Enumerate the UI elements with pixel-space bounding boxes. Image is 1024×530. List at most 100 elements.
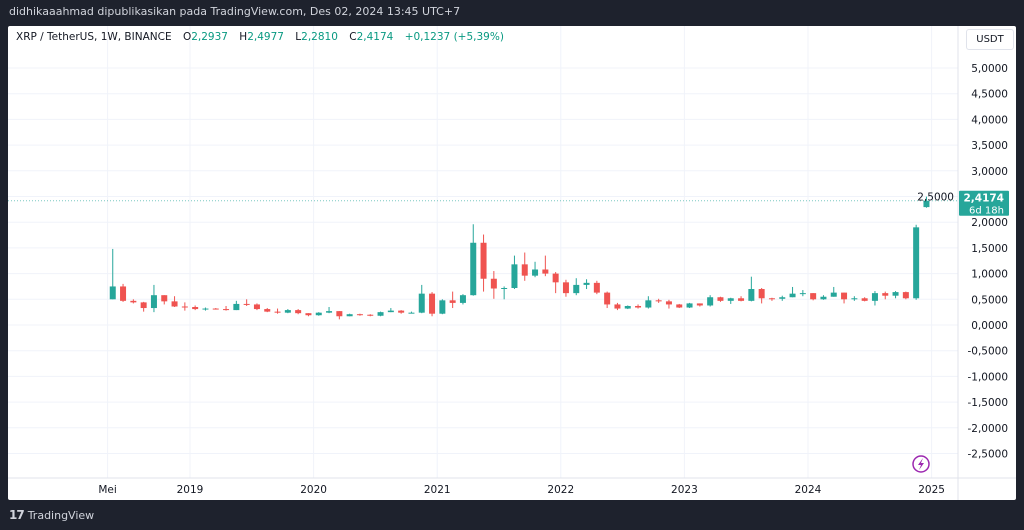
candle-body [851, 298, 858, 300]
x-tick-label: 2024 [795, 484, 822, 496]
candle-body [161, 295, 168, 302]
candle-body [542, 269, 549, 274]
candle-body [717, 297, 724, 301]
candle-body [470, 242, 477, 296]
candle-body [480, 242, 487, 279]
candle-body [109, 286, 116, 300]
candlestick-chart[interactable]: 5,0000 4,5000 4,0000 3,5000 3,0000 2,5000 2,00… [8, 26, 1016, 500]
candle-body [192, 307, 199, 310]
candle-body [274, 311, 281, 313]
candle-body [233, 303, 240, 311]
lightning-glyph [918, 458, 924, 470]
y-tick-label: 2,5000 [917, 192, 954, 204]
candle-body [583, 282, 590, 285]
candle-body [356, 314, 363, 316]
candle-body [150, 295, 157, 309]
candle-body [315, 312, 322, 316]
x-tick-label: 2019 [177, 484, 204, 496]
currency-button[interactable]: USDT [966, 29, 1014, 50]
x-tick-label: 2025 [918, 484, 945, 496]
candle-body [758, 289, 765, 299]
x-tick-label: 2022 [547, 484, 574, 496]
candle-body [305, 313, 312, 316]
y-tick-label: -0,5000 [967, 346, 1008, 358]
candle-body [212, 308, 219, 310]
bar-countdown: 6d 18h [969, 206, 1004, 217]
candle-body [779, 297, 786, 299]
candle-body [398, 310, 405, 313]
x-tick-label: 2020 [300, 484, 327, 496]
candle-body [902, 292, 909, 299]
candle-body [552, 273, 559, 283]
candle-body [768, 298, 775, 300]
candle-body [459, 295, 466, 303]
candle-body [841, 292, 848, 300]
candle-body [181, 306, 188, 308]
high-value: 2,4977 [247, 31, 284, 43]
y-tick-label: 4,5000 [971, 89, 1008, 101]
candle-body [367, 314, 374, 316]
candle-body [748, 289, 755, 301]
y-tick-label: -1,0000 [967, 371, 1008, 383]
candle-body [655, 300, 662, 302]
close-label: C [349, 31, 357, 43]
y-tick-label: -1,5000 [967, 397, 1008, 409]
candle-body [326, 311, 333, 313]
candle-body [532, 269, 539, 276]
candle-body [336, 311, 343, 317]
candle-body [387, 310, 394, 313]
candle-body [624, 305, 631, 309]
candle-body [223, 309, 230, 311]
candle-body [789, 293, 796, 298]
candle-body [820, 296, 827, 300]
symbol-title[interactable]: XRP / TetherUS, 1W, BINANCE [16, 31, 172, 43]
candle-body [614, 304, 621, 309]
candle-body [295, 310, 302, 314]
candle-body [861, 298, 868, 301]
candle-body [635, 305, 642, 308]
candle-body [501, 287, 508, 289]
candle-body [171, 301, 178, 307]
chart-panel[interactable]: 5,0000 4,5000 4,0000 3,5000 3,0000 2,5000 2,00… [8, 26, 1016, 500]
candle-body [810, 293, 817, 300]
candle-body [604, 292, 611, 305]
y-tick-label: 1,5000 [971, 243, 1008, 255]
candle-body [243, 303, 250, 305]
candle-body [439, 300, 446, 314]
open-value: 2,2937 [191, 31, 228, 43]
x-tick-label: 2023 [671, 484, 698, 496]
candle-body [418, 293, 425, 313]
y-tick-label: 5,0000 [971, 63, 1008, 75]
candle-body [120, 286, 127, 301]
candle-body [882, 293, 889, 296]
brand-name: TradingView [27, 508, 95, 522]
candle-body [871, 293, 878, 301]
candle-body [573, 284, 580, 294]
candle-body [490, 278, 497, 289]
change-value: +0,1237 (+5,39%) [404, 31, 504, 43]
candle-body [676, 304, 683, 308]
candle-body [284, 310, 291, 313]
candle-body [377, 312, 384, 316]
candle-body [140, 302, 147, 309]
candle-body [696, 303, 703, 306]
candle-body [264, 309, 271, 312]
y-tick-label: 3,0000 [971, 166, 1008, 178]
candle-body [665, 301, 672, 305]
high-label: H [239, 31, 248, 43]
symbol-legend: XRP / TetherUS, 1W, BINANCE O2,2937 H2,4… [16, 31, 504, 43]
y-tick-label: 0,5000 [971, 294, 1008, 306]
y-tick-label: 0,0000 [971, 320, 1008, 332]
candle-body [738, 298, 745, 301]
candle-body [253, 304, 260, 310]
y-tick-label: -2,5000 [967, 449, 1008, 461]
candle-body [727, 298, 734, 301]
y-tick-label: 1,0000 [971, 269, 1008, 281]
y-tick-label: 2,0000 [971, 217, 1008, 229]
candle-body [892, 292, 899, 296]
last-price-tag [959, 190, 1009, 216]
candle-body [521, 264, 528, 276]
publish-info: didhikaaahmad dipublikasikan pada Tradin… [9, 5, 461, 18]
candle-body [408, 312, 415, 314]
candle-body [429, 293, 436, 314]
